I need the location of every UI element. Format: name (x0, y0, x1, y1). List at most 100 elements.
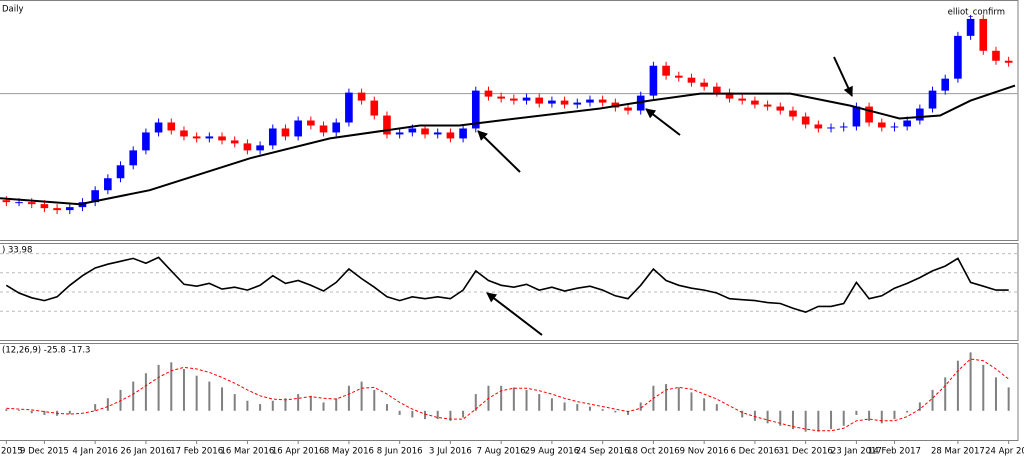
indicator-label: elliot_confirm (948, 8, 1005, 18)
candle-body (104, 178, 112, 191)
x-tick-label: 8 May 2016 (324, 447, 374, 457)
macd-bar (791, 410, 794, 430)
candle-body (91, 190, 99, 203)
macd-bar (703, 398, 706, 411)
chart-title: Daily (2, 5, 24, 15)
candle-body (535, 97, 544, 104)
macd-bar (563, 402, 566, 411)
candle-body (903, 120, 911, 127)
x-tick-label: 2015 (1, 447, 23, 457)
signal-line (6, 358, 1010, 432)
candle-body (471, 90, 480, 129)
candle-body (230, 140, 239, 144)
candle-body (497, 96, 505, 99)
candle-body (751, 100, 759, 105)
candle-body (370, 100, 379, 116)
candle-body (116, 165, 125, 179)
candle-body (839, 126, 848, 128)
macd-bar (195, 375, 198, 411)
candle-body (979, 18, 988, 51)
candle-body (713, 86, 721, 93)
candle-body (966, 18, 975, 36)
macd-bar (68, 410, 71, 415)
candle-body (332, 122, 341, 133)
macd-bar (868, 410, 871, 421)
macd-bar (639, 402, 642, 411)
macd-title: (12,26,9) -25.8 -17.3 (2, 346, 90, 356)
x-tick-label: 9 Nov 2016 (680, 447, 729, 457)
macd-bar (94, 404, 97, 411)
annotation-arrow (477, 130, 521, 173)
macd-bar (576, 404, 579, 411)
candle-body (827, 127, 835, 129)
macd-bar (322, 402, 325, 411)
macd-bar (500, 385, 503, 411)
annotation-arrow (645, 108, 681, 136)
macd-bar (690, 392, 693, 411)
candle-body (357, 92, 366, 101)
macd-bar (601, 409, 604, 411)
macd-bar (677, 387, 680, 411)
x-tick-label: 8 Jun 2016 (377, 447, 423, 457)
macd-bar (550, 398, 553, 411)
macd-bar (221, 387, 224, 411)
candle-body (992, 50, 1000, 61)
candle-body (129, 150, 138, 166)
candle-body (27, 202, 36, 205)
candle-body (776, 106, 785, 111)
macd-bar (436, 410, 439, 420)
annotation-arrow (833, 56, 853, 97)
macd-bar (817, 410, 820, 432)
x-tick-label: 28 Mar 2017 (931, 447, 985, 457)
macd-bar (43, 410, 46, 415)
macd-bar (309, 395, 312, 411)
candle-body (522, 97, 531, 101)
oscillator-panel (0, 243, 1019, 341)
candle-body (268, 128, 277, 146)
macd-bar (449, 410, 452, 421)
macd-bar (741, 410, 744, 418)
candle-body (510, 98, 518, 101)
macd-bar (170, 362, 173, 411)
candle-body (205, 136, 214, 139)
x-tick-label: 18 Oct 2016 (627, 447, 680, 457)
candle-body (40, 204, 49, 209)
macd-bar (132, 381, 135, 411)
macd-bar (182, 369, 185, 411)
candle-body (294, 120, 302, 137)
macd-bar (347, 385, 350, 411)
candle-body (281, 128, 290, 137)
macd-bar (982, 364, 985, 411)
candle-body (928, 90, 937, 109)
macd-bar (18, 409, 21, 411)
macd-bar (424, 410, 427, 420)
x-tick-label: 29 Aug 2016 (525, 447, 579, 457)
candle-body (738, 98, 747, 101)
candle-body (763, 104, 772, 107)
macd-bar (893, 410, 896, 420)
macd-bar (627, 410, 630, 415)
macd-bar (715, 404, 718, 411)
macd-bar (30, 410, 33, 414)
candle-body (687, 77, 696, 83)
macd-bar (259, 404, 262, 411)
macd-bar (804, 410, 807, 432)
x-tick-label: 16 Mar 2016 (220, 447, 274, 457)
candle-body (142, 132, 150, 151)
macd-bar (398, 410, 401, 415)
candle-body (433, 132, 442, 135)
macd-bar (144, 373, 147, 411)
macd-bar (956, 360, 959, 411)
oscillator-line (5, 256, 1009, 314)
candle-body (53, 208, 61, 211)
candle-body (586, 99, 594, 103)
candle-body (446, 132, 455, 139)
x-tick-label: 23 Jan 2017 (831, 447, 882, 457)
candle-body (408, 128, 417, 133)
macd-bar (1007, 387, 1010, 411)
candle-body (319, 125, 328, 133)
candle-body (916, 108, 924, 121)
macd-bar (931, 389, 934, 411)
candle-body (459, 128, 467, 139)
